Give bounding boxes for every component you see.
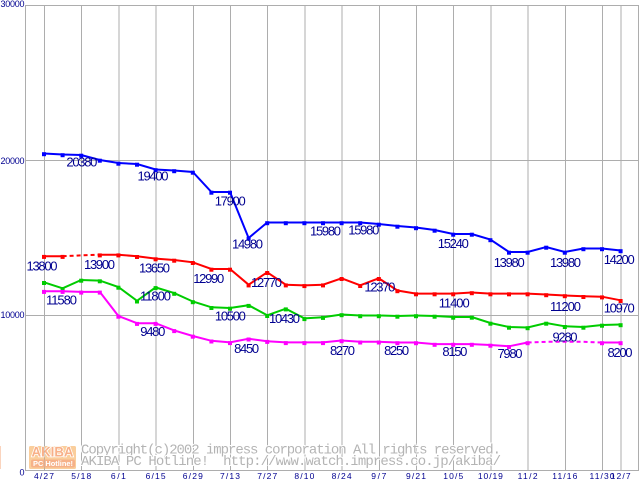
- svg-text:14980: 14980: [232, 237, 263, 252]
- svg-text:8150: 8150: [442, 344, 467, 359]
- svg-text:15980: 15980: [348, 222, 379, 237]
- svg-text:13980: 13980: [494, 255, 525, 270]
- svg-text:8450: 8450: [234, 341, 259, 356]
- svg-text:11/16: 11/16: [552, 471, 577, 480]
- svg-text:17900: 17900: [215, 193, 246, 208]
- svg-text:10/19: 10/19: [478, 471, 503, 480]
- svg-text:11/2: 11/2: [518, 471, 538, 480]
- svg-text:10970: 10970: [604, 300, 635, 315]
- svg-text:15240: 15240: [438, 236, 469, 251]
- svg-text:9480: 9480: [140, 324, 165, 339]
- svg-text:AKIBA PC Hotline! http://www.: AKIBA PC Hotline! http://www.watch.impre…: [81, 454, 501, 470]
- svg-text:6/1: 6/1: [111, 471, 126, 480]
- svg-text:11200: 11200: [550, 299, 581, 314]
- svg-text:12990: 12990: [193, 271, 224, 286]
- svg-text:13650: 13650: [139, 260, 170, 275]
- svg-text:0: 0: [19, 468, 24, 478]
- svg-text:30000: 30000: [1, 0, 25, 9]
- svg-text:10/5: 10/5: [443, 471, 463, 480]
- svg-text:7/27: 7/27: [257, 471, 277, 480]
- svg-text:5/18: 5/18: [71, 471, 91, 480]
- svg-text:AKIBA: AKIBA: [32, 445, 74, 460]
- svg-text:7980: 7980: [498, 346, 523, 361]
- svg-text:12/7: 12/7: [611, 471, 631, 480]
- svg-text:13800: 13800: [27, 258, 58, 273]
- svg-text:9/21: 9/21: [406, 471, 426, 480]
- svg-text:9/7: 9/7: [371, 471, 386, 480]
- svg-text:11800: 11800: [140, 288, 171, 303]
- svg-text:PC Hotline!: PC Hotline!: [33, 459, 73, 468]
- svg-text:6/29: 6/29: [183, 471, 203, 480]
- svg-text:12370: 12370: [364, 280, 395, 295]
- svg-text:7/13: 7/13: [220, 471, 240, 480]
- svg-text:11580: 11580: [46, 292, 77, 307]
- svg-text:8270: 8270: [330, 343, 355, 358]
- svg-text:12770: 12770: [251, 275, 282, 290]
- svg-text:11/30: 11/30: [590, 471, 615, 480]
- svg-text:13900: 13900: [84, 257, 115, 272]
- svg-text:14200: 14200: [604, 252, 635, 267]
- svg-text:20000: 20000: [1, 156, 25, 166]
- svg-text:11400: 11400: [439, 296, 470, 311]
- svg-text:10430: 10430: [269, 311, 300, 326]
- svg-text:13980: 13980: [550, 255, 581, 270]
- svg-text:9280: 9280: [553, 329, 578, 344]
- svg-text:8200: 8200: [608, 345, 633, 360]
- svg-text:Copyright(c)2002 impress corpo: Copyright(c)2002 impress corporation All…: [81, 443, 501, 459]
- svg-text:15980: 15980: [310, 224, 341, 239]
- svg-text:19400: 19400: [138, 168, 169, 183]
- svg-text:6/15: 6/15: [146, 471, 166, 480]
- svg-text:8250: 8250: [384, 343, 409, 358]
- svg-text:10000: 10000: [1, 310, 25, 320]
- svg-text:8/10: 8/10: [294, 471, 314, 480]
- svg-text:4/27: 4/27: [34, 471, 54, 480]
- svg-text:10500: 10500: [215, 309, 246, 324]
- svg-text:20380: 20380: [66, 154, 97, 169]
- svg-text:8/24: 8/24: [332, 471, 352, 480]
